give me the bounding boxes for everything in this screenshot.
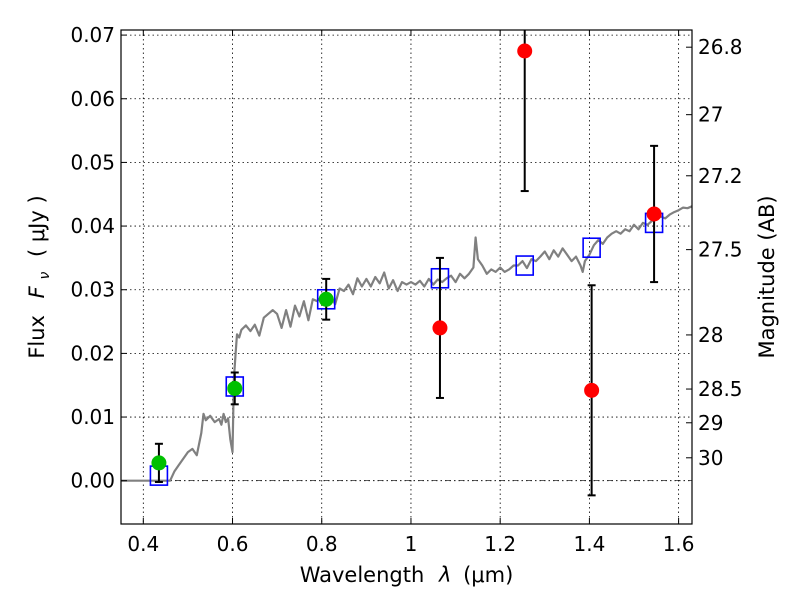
tick-layer (121, 30, 692, 524)
x-axis-title-symbol: λ (438, 563, 451, 587)
plot-frame (120, 29, 693, 525)
x-tick-label: 1.6 (663, 532, 695, 556)
y-axis-title-prefix: Flux (25, 315, 49, 359)
y2-tick-label: 28 (698, 323, 723, 347)
x-tick-label: 0.4 (127, 532, 159, 556)
y-axis-title: Flux F ν ( μJy ) (25, 195, 54, 358)
y-tick-label: 0.00 (70, 469, 115, 493)
x-axis-title-prefix: Wavelength (300, 563, 425, 587)
photometry-point (646, 206, 662, 222)
y2-axis-title: Magnitude (AB) (755, 195, 779, 358)
y-axis-title-symbol: F (25, 285, 49, 298)
y-tick-label: 0.02 (70, 341, 115, 365)
label-layer: 0.4 0.6 0.8 1 1.2 1.4 1.6 0.00 0.01 0.02 0.03 0.04 0… (70, 23, 742, 556)
y2-tick-label: 30 (698, 446, 723, 470)
photometry-point (227, 380, 243, 396)
spectrum-line (121, 205, 693, 482)
data-layer (121, 30, 693, 497)
photometry-point (432, 320, 448, 336)
y-tick-label: 0.04 (70, 214, 115, 238)
y-tick-label: 0.07 (70, 23, 115, 47)
x-tick-label: 1 (405, 532, 418, 556)
y2-tick-label: 27.5 (698, 238, 743, 262)
y2-tick-label: 27 (698, 103, 723, 127)
x-axis-title: Wavelength λ (μm) (300, 563, 514, 587)
y-tick-label: 0.06 (70, 87, 115, 111)
y-tick-label: 0.01 (70, 405, 115, 429)
y2-tick-label: 27.2 (698, 164, 743, 188)
grid-layer (121, 30, 692, 524)
x-tick-label: 0.8 (306, 532, 338, 556)
x-tick-label: 1.4 (573, 532, 605, 556)
photometry-point (318, 291, 334, 307)
y-tick-label: 0.05 (70, 150, 115, 174)
x-tick-label: 1.2 (484, 532, 516, 556)
x-axis-title-unit: (μm) (463, 563, 513, 587)
photometry-point (584, 382, 600, 398)
x-tick-label: 0.6 (217, 532, 249, 556)
y-axis-title-subscript: ν (37, 272, 53, 280)
y2-tick-label: 26.8 (698, 35, 743, 59)
photometry-point (151, 455, 167, 471)
y-axis-title-unit: ( μJy ) (25, 195, 49, 257)
y2-tick-label: 28.5 (698, 377, 743, 401)
y-tick-label: 0.03 (70, 278, 115, 302)
model-square-point (582, 237, 601, 259)
model-square-point (515, 255, 535, 276)
photometry-point (517, 43, 533, 59)
y2-tick-label: 29 (698, 411, 723, 435)
